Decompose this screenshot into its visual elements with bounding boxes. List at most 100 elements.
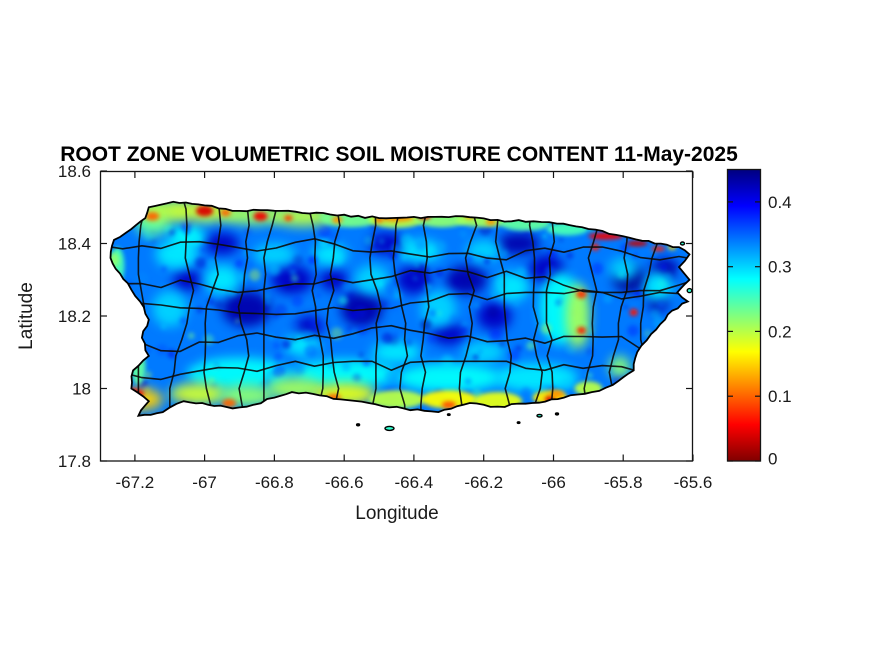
colorbar-border <box>726 168 762 462</box>
noise-speckle <box>347 293 355 300</box>
moisture-blob <box>396 363 502 393</box>
moisture-blob <box>319 268 348 291</box>
y-tick-label: 18.6 <box>58 162 91 181</box>
offshore-islets <box>355 241 693 432</box>
noise-speckle <box>499 341 505 347</box>
noise-speckle <box>160 323 167 330</box>
noise-speckle <box>428 309 437 318</box>
y-tick-label: 17.8 <box>58 452 91 471</box>
noise-speckle <box>623 304 629 310</box>
noise-speckle <box>290 274 299 283</box>
noise-speckle <box>213 300 224 310</box>
noise-speckle <box>611 216 618 223</box>
moisture-blob <box>588 232 624 240</box>
y-tick-labels: 18.6 18.4 18.2 18 17.8 <box>58 162 91 471</box>
islet <box>446 413 451 417</box>
municipality-border-line <box>308 201 324 416</box>
noise-speckle <box>591 262 604 275</box>
moisture-blob <box>220 209 231 217</box>
moisture-blob <box>431 323 467 345</box>
noise-speckle <box>216 330 224 338</box>
islet <box>384 425 395 432</box>
noise-speckle <box>249 269 261 281</box>
noise-speckle <box>272 364 286 378</box>
noise-speckle <box>666 335 675 344</box>
noise-speckle <box>381 332 393 344</box>
noise-speckle <box>156 344 168 356</box>
municipality-border-line <box>455 201 478 416</box>
moisture-blob <box>195 205 214 217</box>
moisture-blob <box>253 211 268 221</box>
noise-speckle <box>357 324 368 336</box>
islet <box>686 287 693 294</box>
noise-speckle <box>465 255 473 263</box>
noise-speckle <box>231 306 239 314</box>
noise-speckle <box>168 228 175 236</box>
noise-speckle <box>291 295 304 308</box>
noise-speckle <box>385 283 397 294</box>
noise-speckle <box>629 374 637 382</box>
noise-speckle <box>179 317 187 324</box>
noise-speckle <box>603 398 616 411</box>
noise-speckle <box>420 319 432 330</box>
noise-speckle <box>669 386 679 395</box>
colorbar-ticks <box>727 201 761 462</box>
noise-speckle <box>629 220 639 229</box>
noise-speckle <box>461 320 468 328</box>
municipality-border-line <box>366 201 382 416</box>
noise-speckle <box>412 275 419 282</box>
coastline <box>109 200 691 417</box>
noise-speckle <box>281 339 291 349</box>
noise-speckle <box>273 352 283 362</box>
noise-speckle <box>427 333 437 344</box>
colorbar-tick-label: 0.2 <box>768 322 792 341</box>
noise-speckle <box>558 237 564 243</box>
municipality-border-line <box>237 201 250 416</box>
municipality-border-line <box>169 201 195 416</box>
noise-speckle <box>541 383 548 390</box>
noise-speckle <box>516 266 527 278</box>
noise-speckle <box>294 365 306 377</box>
noise-speckle <box>304 344 318 358</box>
noise-speckle <box>354 306 367 319</box>
noise-speckle <box>144 371 152 379</box>
x-tick-label: -65.8 <box>604 473 643 492</box>
colorbar-tick-label: 0.1 <box>768 387 792 406</box>
noise-speckle <box>269 264 281 276</box>
noise-speckle <box>489 328 503 342</box>
islet <box>679 241 686 246</box>
moisture-blob <box>152 290 188 327</box>
noise-speckle <box>487 306 499 318</box>
y-tick-label: 18.2 <box>58 307 91 326</box>
noise-speckle <box>321 321 328 329</box>
noise-speckle <box>618 271 626 279</box>
municipality-border-line <box>494 201 512 416</box>
noise-speckle <box>453 278 461 286</box>
moisture-blob <box>173 268 202 291</box>
noise-speckle <box>237 288 242 293</box>
colorbar-tick-label: 0.3 <box>768 258 792 277</box>
noise-speckle <box>200 247 206 252</box>
noise-speckle <box>472 354 478 360</box>
x-tick-label: -66.6 <box>325 473 364 492</box>
noise-speckle <box>292 323 299 330</box>
noise-speckle <box>436 241 447 252</box>
y-axis-label: Latitude <box>16 282 37 350</box>
noise-speckle <box>401 255 407 261</box>
noise-speckle <box>132 318 138 324</box>
noise-speckle <box>501 250 508 257</box>
y-tick-label: 18.4 <box>58 235 91 254</box>
map-plot-area <box>109 200 693 432</box>
noise-speckle <box>282 363 295 376</box>
tick-marks <box>100 170 694 462</box>
noise-speckle <box>588 349 596 357</box>
islet <box>355 423 361 427</box>
islet <box>536 413 543 418</box>
noise-speckle <box>658 278 668 289</box>
noise-speckle <box>209 378 214 383</box>
noise-speckle <box>392 332 399 338</box>
moisture-blob <box>466 239 502 262</box>
municipality-border-line <box>203 201 222 416</box>
noise-speckle <box>586 372 593 379</box>
moisture-blob <box>679 309 686 316</box>
